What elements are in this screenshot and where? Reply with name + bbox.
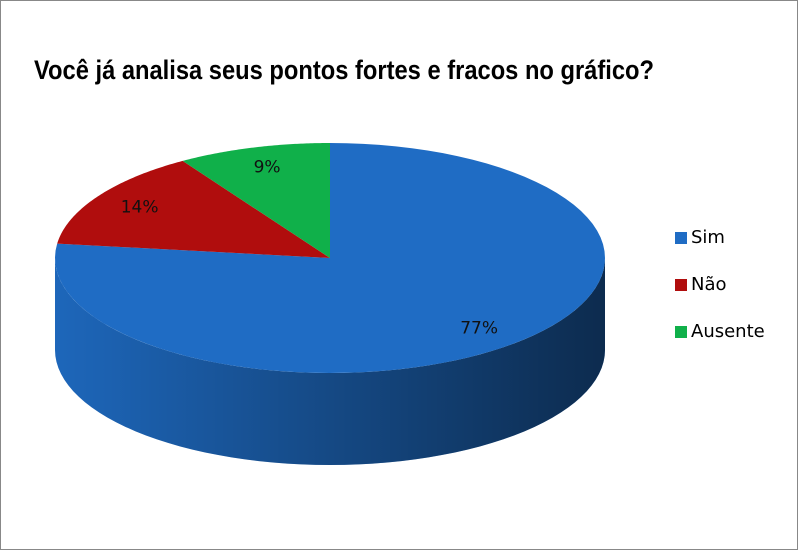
legend-swatch — [675, 232, 687, 244]
data-label: 14% — [121, 197, 159, 217]
legend-swatch — [675, 279, 687, 291]
pie-side-shade — [55, 258, 605, 465]
legend-label: Não — [691, 274, 727, 295]
legend-swatch — [675, 326, 687, 338]
data-label: 77% — [460, 319, 498, 339]
pie-slice — [182, 143, 330, 258]
pie-slice — [57, 160, 330, 258]
legend-label: Ausente — [691, 321, 765, 342]
chart-title: Você já analisa seus pontos fortes e fra… — [34, 55, 654, 85]
pie-slice — [55, 143, 605, 373]
data-label: 9% — [254, 157, 281, 177]
legend-label: Sim — [691, 227, 725, 248]
